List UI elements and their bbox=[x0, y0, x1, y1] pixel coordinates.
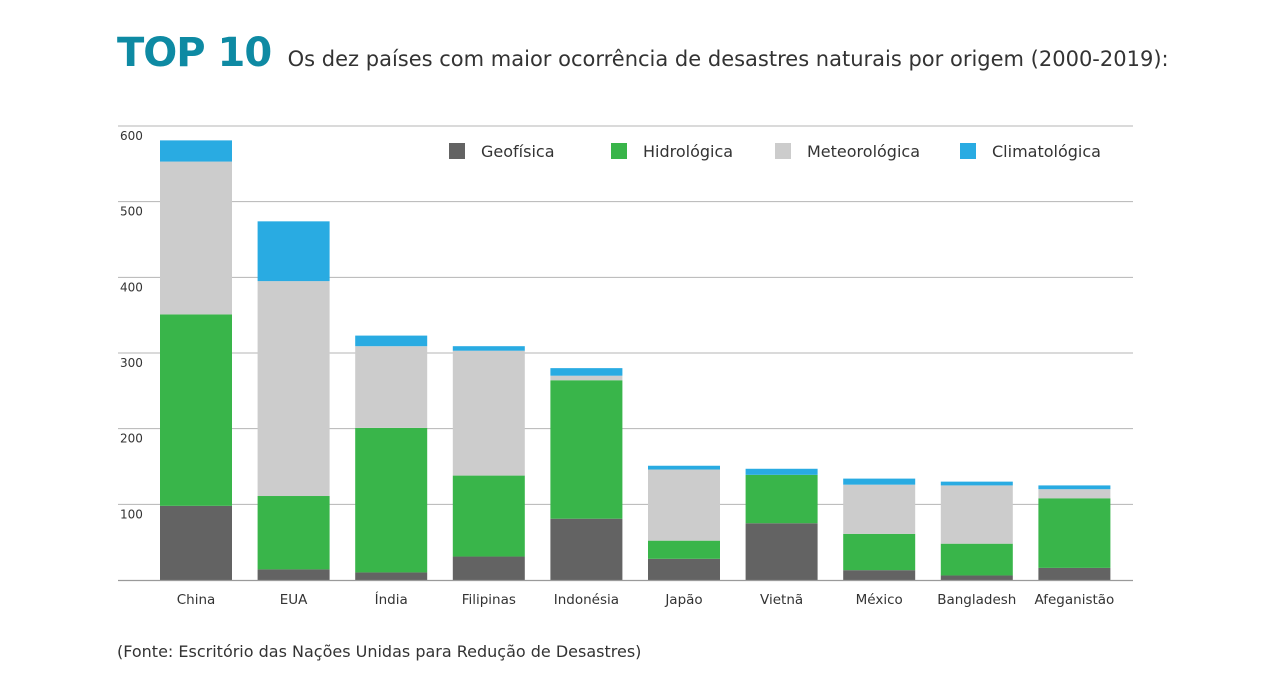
legend-swatch-hidrologica bbox=[611, 143, 627, 159]
legend-label-climatologica: Climatológica bbox=[992, 142, 1101, 161]
bar-segment-geofisica bbox=[355, 572, 428, 580]
bar-segment-climatologica bbox=[648, 465, 720, 470]
bar-segment-climatologica bbox=[843, 478, 916, 485]
bar-segment-hidrologica bbox=[843, 533, 916, 571]
bar-segment-hidrologica bbox=[355, 427, 428, 573]
bar-segment-hidrologica bbox=[550, 380, 623, 519]
y-tick-label: 500 bbox=[120, 205, 143, 219]
bar-segment-hidrologica bbox=[160, 314, 232, 506]
bar-segment-geofisica bbox=[1038, 567, 1111, 580]
bar-segment-geofisica bbox=[648, 558, 720, 580]
bar-segment-geofisica bbox=[940, 575, 1013, 580]
legend-swatch-geofisica bbox=[449, 143, 465, 159]
legend-swatch-meteorologica bbox=[775, 143, 791, 159]
legend-swatch-climatologica bbox=[960, 143, 976, 159]
bar-segment-meteorologica bbox=[550, 375, 623, 381]
bar-segment-meteorologica bbox=[940, 485, 1013, 544]
y-tick-label: 400 bbox=[120, 280, 143, 294]
y-tick-label: 300 bbox=[120, 356, 143, 370]
legend-label-geofisica: Geofísica bbox=[481, 142, 555, 161]
bar-segment-geofisica bbox=[257, 569, 330, 580]
chart-header: TOP 10 Os dez países com maior ocorrênci… bbox=[117, 30, 1169, 76]
bar-segment-geofisica bbox=[452, 556, 525, 580]
bar-segment-meteorologica bbox=[160, 161, 232, 315]
bar-segment-climatologica bbox=[745, 468, 818, 475]
bar-segment-meteorologica bbox=[843, 484, 916, 534]
bar-segment-climatologica bbox=[355, 335, 428, 347]
x-category-label: Indonésia bbox=[554, 592, 619, 608]
bar-segment-climatologica bbox=[1038, 485, 1111, 490]
bar-segment-geofisica bbox=[843, 570, 916, 580]
source-note: (Fonte: Escritório das Nações Unidas par… bbox=[117, 642, 642, 661]
x-category-label: Vietnã bbox=[760, 592, 803, 608]
bar-segment-climatologica bbox=[940, 481, 1013, 486]
bar-segment-meteorologica bbox=[452, 350, 525, 476]
bar-segment-hidrologica bbox=[648, 540, 720, 559]
bar-segment-geofisica bbox=[160, 505, 232, 580]
y-tick-label: 600 bbox=[120, 129, 143, 143]
legend-label-hidrologica: Hidrológica bbox=[643, 142, 733, 161]
bar-segment-meteorologica bbox=[355, 346, 428, 428]
bar-segment-geofisica bbox=[550, 518, 623, 580]
bar-segment-climatologica bbox=[452, 346, 525, 351]
bar-segment-hidrologica bbox=[940, 543, 1013, 576]
x-category-label: Afeganistão bbox=[1034, 592, 1114, 608]
x-category-label: Índia bbox=[375, 591, 408, 608]
x-category-label: EUA bbox=[280, 592, 308, 608]
bar-segment-geofisica bbox=[745, 523, 818, 580]
top-title: TOP 10 bbox=[117, 30, 272, 76]
x-category-label: México bbox=[856, 592, 903, 608]
bar-segment-meteorologica bbox=[257, 281, 330, 497]
bar-segment-climatologica bbox=[550, 368, 623, 376]
bar-segment-climatologica bbox=[160, 140, 232, 162]
chart-subtitle: Os dez países com maior ocorrência de de… bbox=[287, 47, 1169, 71]
bar-segment-hidrologica bbox=[257, 496, 330, 570]
x-category-label: China bbox=[177, 592, 216, 608]
bar-segment-climatologica bbox=[257, 221, 330, 282]
bar-segment-hidrologica bbox=[452, 475, 525, 557]
bar-segment-meteorologica bbox=[648, 469, 720, 541]
y-tick-label: 100 bbox=[120, 507, 143, 521]
bar-segment-hidrologica bbox=[745, 474, 818, 524]
x-category-label: Filipinas bbox=[462, 592, 516, 608]
x-category-label: Japão bbox=[664, 592, 702, 608]
bar-segment-meteorologica bbox=[1038, 489, 1111, 499]
bar-segment-hidrologica bbox=[1038, 498, 1111, 568]
x-category-label: Bangladesh bbox=[937, 592, 1016, 608]
y-tick-label: 200 bbox=[120, 432, 143, 446]
legend-label-meteorologica: Meteorológica bbox=[807, 142, 920, 161]
